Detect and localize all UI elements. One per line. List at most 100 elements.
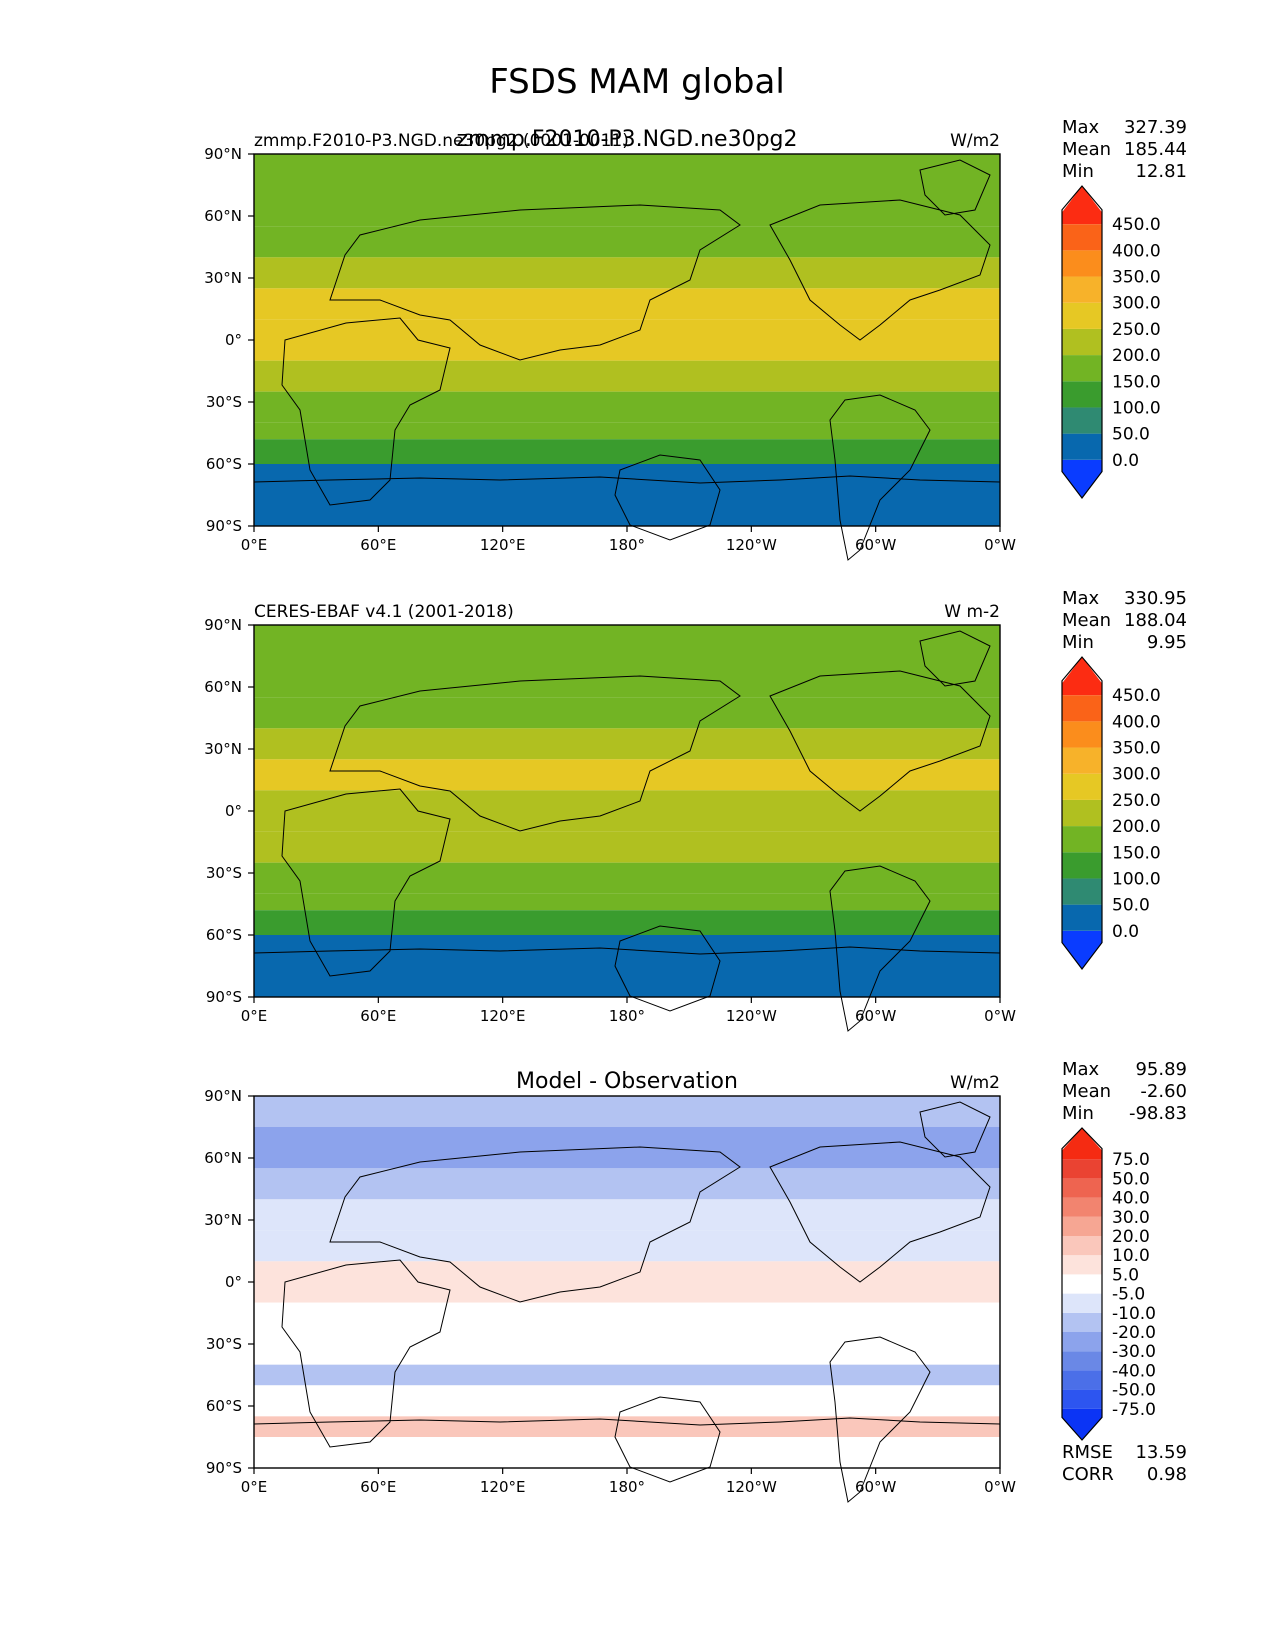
colorbar-segment [1062, 328, 1102, 356]
colorbar: -75.0-50.0-40.0-30.0-20.0-10.0-5.05.010.… [1061, 1127, 1156, 1441]
colorbar-outline [1061, 1127, 1103, 1441]
stat-label: Mean [1062, 139, 1111, 160]
colorbar-segment [1062, 773, 1102, 800]
y-tick-label: 0° [225, 802, 242, 820]
colorbar-tick-label: -10.0 [1112, 1304, 1156, 1324]
colorbar-segment [1062, 1389, 1102, 1409]
y-tick-label: 60°N [204, 678, 242, 696]
colorbar-tick-label: 250.0 [1112, 791, 1161, 811]
x-tick-label: 60°E [360, 1007, 396, 1025]
field-band [254, 1302, 1000, 1334]
colorbar-segment [1062, 407, 1102, 434]
x-tick-label: 180° [609, 536, 645, 554]
colorbar-segment [1062, 355, 1102, 382]
x-tick-label: 180° [609, 1478, 645, 1496]
stat-value: 9.95 [1147, 632, 1187, 653]
colorbar-segment [1062, 1159, 1102, 1179]
colorbar-outline [1061, 656, 1103, 970]
x-tick-label: 0°E [241, 1478, 268, 1496]
coastline [329, 1146, 741, 1303]
colorbar-segment [1062, 433, 1102, 460]
field-band [254, 1168, 1000, 1200]
y-tick-label: 60°N [204, 207, 242, 225]
colorbar-tick-label: 300.0 [1112, 294, 1161, 314]
colorbar-tick-label: 50.0 [1112, 1169, 1150, 1189]
field-band [254, 226, 1000, 258]
y-tick-label: 90°N [204, 145, 242, 163]
colorbar-segment [1062, 747, 1102, 774]
coastline [919, 1101, 991, 1158]
colorbar-segment [1062, 826, 1102, 853]
coastline [614, 1396, 721, 1483]
panel-units: W m-2 [944, 602, 1000, 622]
coastline [329, 204, 741, 361]
stat-label: Max [1062, 588, 1100, 609]
stat-value: -98.83 [1129, 1103, 1187, 1124]
y-tick-label: 0° [225, 1273, 242, 1291]
field-band [254, 439, 1000, 464]
panel-title-left: zmmp.F2010-P3.NGD.ne30pg2 (0001-0011) [254, 131, 629, 151]
colorbar-tick-label: 100.0 [1112, 398, 1161, 418]
colorbar-segment [1062, 186, 1102, 225]
field-band [254, 1385, 1000, 1417]
colorbar-tick-label: 450.0 [1112, 215, 1161, 235]
colorbar-segment [1062, 1255, 1102, 1275]
metric-value: 13.59 [1135, 1442, 1187, 1463]
metric-label: CORR [1062, 1464, 1114, 1485]
colorbar-tick-label: 450.0 [1112, 686, 1161, 706]
x-tick-label: 0°E [241, 536, 268, 554]
coastline [281, 317, 451, 506]
colorbar-outline [1061, 185, 1103, 499]
colorbar-tick-label: 10.0 [1112, 1246, 1150, 1266]
field-band [254, 790, 1000, 832]
colorbar-tick-label: 50.0 [1112, 896, 1150, 916]
y-tick-label: 60°N [204, 1149, 242, 1167]
x-tick-label: 120°W [726, 536, 777, 554]
x-tick-label: 120°E [480, 1478, 526, 1496]
panel-title: Model - Observation [516, 1069, 738, 1094]
field-band [254, 360, 1000, 392]
colorbar: 0.0 50.0 100.0 150.0 200.0 250.0 300.0 350.0 400… [1061, 656, 1161, 970]
colorbar-tick-label: 350.0 [1112, 268, 1161, 288]
stat-label: Min [1062, 632, 1094, 653]
panel-units: W/m2 [950, 131, 1000, 151]
colorbar-segment [1062, 1293, 1102, 1313]
colorbar-segment [1062, 1408, 1102, 1440]
colorbar-tick-label: 0.0 [1112, 922, 1139, 942]
colorbar-tick-label: 400.0 [1112, 241, 1161, 261]
colorbar-segment [1062, 250, 1102, 277]
y-tick-label: 0° [225, 331, 242, 349]
colorbar-segment [1062, 1197, 1102, 1217]
field-band [254, 1416, 1000, 1437]
colorbar-tick-label: 200.0 [1112, 817, 1161, 837]
coastline [829, 1336, 931, 1503]
stat-label: Max [1062, 117, 1100, 138]
y-tick-label: 30°S [206, 1335, 242, 1353]
coastline [253, 946, 1001, 955]
colorbar-tick-label: 50.0 [1112, 425, 1150, 445]
colorbar-tick-label: -5.0 [1112, 1285, 1145, 1305]
colorbar-segment [1062, 1370, 1102, 1390]
coastline [829, 394, 931, 561]
colorbar-tick-label: 100.0 [1112, 869, 1161, 889]
field-band [254, 728, 1000, 760]
colorbar: 0.0 50.0 100.0 150.0 200.0 250.0 300.0 350.0 400… [1061, 185, 1161, 499]
colorbar-segment [1062, 721, 1102, 748]
coastline [614, 925, 721, 1012]
field-band [254, 1437, 1000, 1468]
colorbar-segment [1062, 276, 1102, 303]
field-band [254, 288, 1000, 320]
stat-value: 185.44 [1124, 139, 1187, 160]
colorbar-tick-label: 300.0 [1112, 765, 1161, 785]
stat-label: Min [1062, 1103, 1094, 1124]
stat-label: Mean [1062, 610, 1111, 631]
colorbar-tick-label: 400.0 [1112, 712, 1161, 732]
x-tick-label: 60°W [855, 1478, 897, 1496]
colorbar-segment [1062, 381, 1102, 408]
colorbar-segment [1062, 1216, 1102, 1236]
field-band [254, 1333, 1000, 1365]
field-band [254, 422, 1000, 440]
coastline [329, 675, 741, 832]
colorbar-segment [1062, 224, 1102, 251]
colorbar-segment [1062, 878, 1102, 905]
